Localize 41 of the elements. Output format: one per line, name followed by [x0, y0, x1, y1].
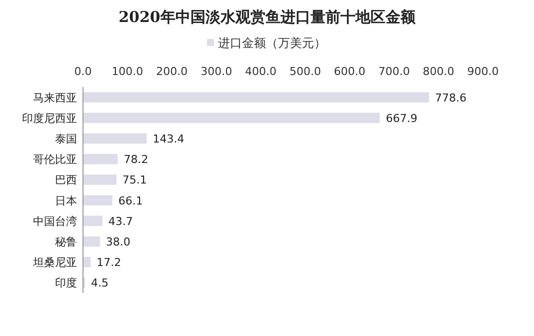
- data-label: 667.9: [386, 112, 418, 125]
- y-tick-label: 泰国: [55, 132, 77, 146]
- bar: [83, 256, 91, 268]
- bar: [83, 174, 116, 185]
- x-tick-label: 900.0: [467, 65, 499, 78]
- x-tick-label: 0.0: [74, 65, 92, 78]
- y-tick-label: 马来西亚: [33, 91, 77, 104]
- y-tick-label: 印度尼西亚: [22, 112, 77, 125]
- y-tick-label: 哥伦比亚: [33, 153, 77, 166]
- x-tick-label: 200.0: [156, 65, 188, 78]
- y-tick-label: 中国台湾: [33, 214, 77, 228]
- y-tick-label: 日本: [55, 194, 77, 208]
- legend-label: 进口金额（万美元）: [218, 36, 326, 50]
- x-tick-label: 500.0: [289, 65, 321, 78]
- data-label: 75.1: [122, 174, 147, 187]
- x-tick-label: 100.0: [112, 65, 144, 78]
- bar: [83, 216, 102, 226]
- data-label: 17.2: [96, 256, 122, 270]
- bar: [83, 154, 118, 164]
- data-label: 78.2: [124, 153, 148, 166]
- x-tick-label: 300.0: [200, 65, 232, 78]
- data-label: 66.1: [118, 194, 143, 208]
- bar: [83, 195, 112, 206]
- data-label: 4.5: [91, 276, 108, 290]
- bar: [83, 236, 100, 247]
- data-label: 43.7: [108, 214, 133, 228]
- y-tick-label: 秘鲁: [55, 236, 77, 248]
- bar: [83, 92, 430, 102]
- y-tick-label: 印度: [55, 276, 77, 290]
- chart-title: 2020年中国淡水观赏鱼进口量前十地区金额: [118, 8, 416, 26]
- bar: [83, 133, 147, 144]
- data-label: 778.6: [435, 91, 467, 104]
- x-tick-label: 700.0: [378, 65, 410, 78]
- y-tick-label: 巴西: [55, 174, 77, 187]
- data-label: 38.0: [106, 236, 130, 248]
- x-tick-label: 600.0: [334, 65, 366, 78]
- y-tick-label: 坦桑尼亚: [32, 256, 77, 270]
- x-tick-label: 400.0: [245, 65, 277, 78]
- bar: [83, 112, 380, 124]
- data-label: 143.4: [152, 132, 184, 146]
- x-tick-label: 800.0: [422, 65, 454, 78]
